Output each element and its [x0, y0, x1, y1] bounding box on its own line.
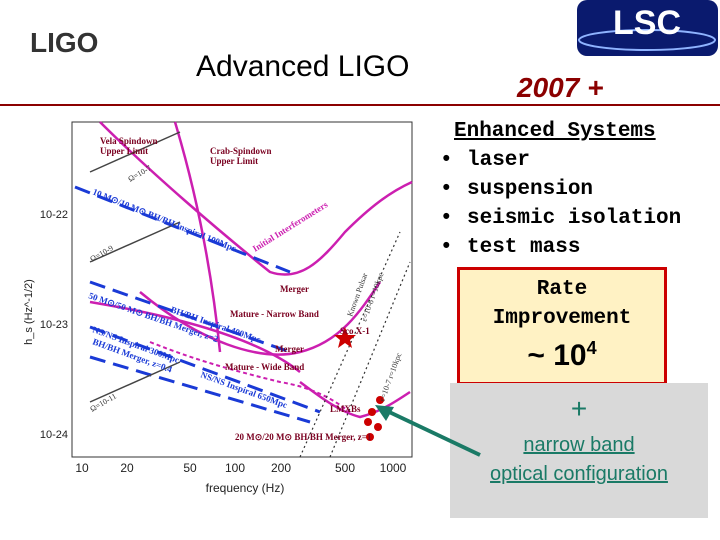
y-tick-1e-23: 10-23: [40, 319, 68, 331]
enhanced-item: • laser: [440, 149, 531, 172]
plus-sign: +: [570, 393, 588, 424]
enhanced-item: • seismic isolation: [440, 207, 682, 230]
ann-crab: Crab-Spindown: [210, 146, 272, 156]
enhanced-item: • suspension: [440, 178, 594, 201]
ann-bh-merger-z1-mass: 20 M⊙/20 M⊙ BH/BH Merger, z=1: [235, 432, 372, 442]
y-tick-labels: 10-22 10-23 10-24: [40, 209, 68, 441]
y-tick-1e-22: 10-22: [40, 209, 68, 221]
title-rule: [0, 104, 720, 106]
x-tick-labels: 10 20 50 100 200 500 1000: [75, 461, 406, 475]
rate-improvement-box: Rate Improvement ~ 104: [457, 267, 667, 385]
x-tick-200: 200: [271, 461, 291, 475]
ligo-logo: LIGO: [30, 27, 98, 56]
ann-wide-band: Mature - Wide Band: [225, 362, 304, 372]
narrow-band-box: + narrow band optical configuration: [450, 383, 708, 518]
ann-vela-ul: Upper Limit: [100, 146, 148, 156]
enhanced-item: • test mass: [440, 236, 581, 259]
lsc-logo: LSC: [577, 0, 718, 56]
y-axis-label: h_s (Hz^-1/2): [23, 279, 35, 345]
ann-narrow-band: Mature - Narrow Band: [230, 309, 319, 319]
ann-merger-2: Merger: [275, 344, 304, 354]
rate-label: Rate: [536, 278, 588, 301]
svg-text:LSC: LSC: [613, 4, 681, 42]
narrow-band-link[interactable]: narrow band: [523, 434, 635, 456]
year-tag: 2007 +: [517, 72, 604, 103]
enhanced-heading: Enhanced Systems: [454, 120, 656, 143]
ann-lmxb: LMXBs: [330, 404, 361, 414]
slide-title: Advanced LIGO: [196, 50, 410, 83]
x-tick-50: 50: [183, 461, 197, 475]
x-tick-20: 20: [120, 461, 134, 475]
improvement-label: Improvement: [492, 307, 632, 330]
x-tick-1000: 1000: [380, 461, 407, 475]
ann-crab-ul: Upper Limit: [210, 156, 258, 166]
y-tick-1e-24: 10-24: [40, 429, 68, 441]
x-tick-500: 500: [335, 461, 355, 475]
ann-sco: Sco X-1: [340, 326, 370, 336]
ann-vela: Vela Spindown: [100, 136, 157, 146]
ann-merger-1: Merger: [280, 284, 309, 294]
optical-configuration-link[interactable]: optical configuration: [490, 463, 668, 485]
svg-text:LIGO: LIGO: [30, 27, 98, 56]
x-tick-10: 10: [75, 461, 89, 475]
sensitivity-plot: h_s (Hz^-1/2) frequency (Hz) 10 20 50 10…: [23, 121, 413, 495]
x-axis-label: frequency (Hz): [206, 481, 285, 495]
x-tick-100: 100: [225, 461, 245, 475]
rate-value: ~ 104: [527, 338, 597, 372]
pointer-arrow: [375, 405, 481, 457]
